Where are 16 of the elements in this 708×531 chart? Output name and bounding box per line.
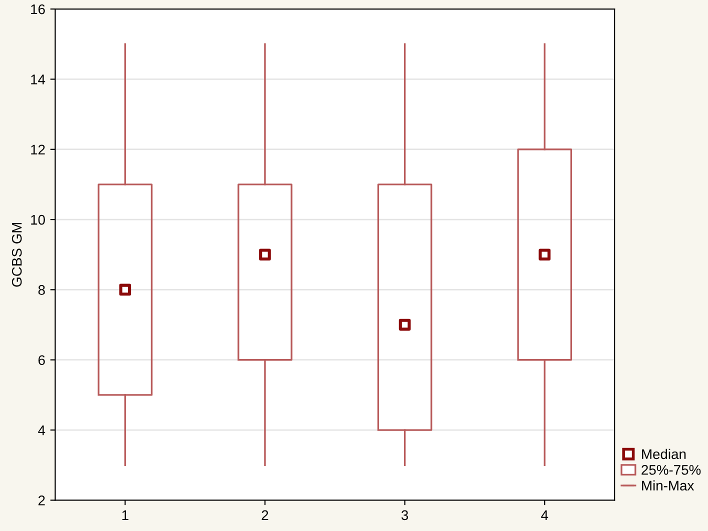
y-tick-label: 8 [38,285,45,295]
y-tick-label: 12 [31,144,45,154]
y-axis-title: GCBS GM [12,222,22,287]
x-tick-label: 3 [401,510,408,520]
y-tick-label: 6 [38,355,45,366]
y-tick-label: 16 [31,4,45,14]
x-tick-label: 2 [262,510,268,520]
text: Median [642,448,686,460]
y-tick-label: 4 [38,426,46,436]
y-tick-label: 2 [38,496,45,506]
text: Min-Max [642,480,694,491]
y-tick-label: 14 [31,74,46,84]
x-tick-label: 4 [541,510,548,520]
legend-label: 25%-75% [642,464,701,475]
x-tick-label: 1 [122,510,128,520]
y-tick-label: 10 [31,214,45,225]
